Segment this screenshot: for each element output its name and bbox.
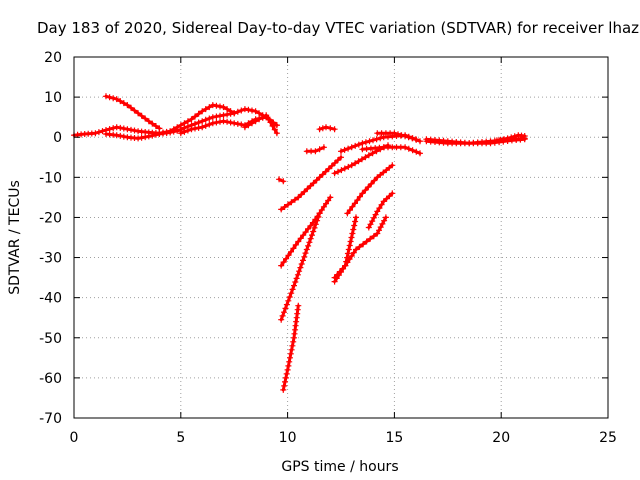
series-arc-18 [344,162,396,217]
series-arc-24 [423,136,528,147]
series-markers [374,130,419,143]
series-arc-21 [359,144,423,157]
series-arc-4 [156,102,238,137]
series-markers [303,144,327,155]
series-markers [278,154,344,213]
series-arc-2 [103,93,163,132]
y-axis-label: SDTVAR / TECUs [7,180,23,295]
x-tick-label: 10 [279,430,297,446]
series-markers [276,176,287,185]
y-tick-label: -50 [39,331,62,347]
series-markers [156,102,238,137]
chart-title: Day 183 of 2020, Sidereal Day-to-day VTE… [37,19,639,37]
series-markers [103,93,163,132]
y-tick-label: 0 [53,130,62,146]
series-markers [331,214,359,285]
series-arc-13 [303,144,327,155]
x-tick-label: 15 [385,430,403,446]
series-trace [279,195,332,268]
x-axis-label: GPS time / hours [281,459,398,475]
series-markers [241,112,280,137]
x-tick-labels: 0 5 10 15 20 25 [70,430,617,446]
y-tick-label: -60 [39,371,62,387]
axis-ticks [73,56,609,419]
series-markers [493,132,528,144]
y-tick-label: -40 [39,291,62,307]
series-arc-7 [241,112,280,137]
series-markers [278,194,334,269]
y-tick-label: 10 [44,90,62,106]
series-arc-25 [493,132,528,144]
series-arc-14 [316,124,338,133]
series-arc-19 [365,190,396,231]
grid-lines [74,57,608,418]
data-series [71,93,528,393]
x-tick-label: 25 [599,430,617,446]
series-arc-22 [374,130,419,143]
x-tick-label: 0 [70,430,79,446]
series-arc-12 [280,302,302,393]
series-markers [365,190,396,231]
series-arc-8 [276,176,287,185]
series-markers [359,144,423,157]
series-trace [333,143,390,175]
series-markers [280,302,302,393]
series-markers [278,210,323,323]
y-tick-label: -70 [39,411,62,427]
y-tick-label: -30 [39,251,62,267]
y-tick-label: -20 [39,210,62,226]
plot-frame [73,56,609,419]
x-tick-label: 5 [176,430,185,446]
series-trace [279,155,343,211]
y-tick-label: -10 [39,170,62,186]
series-arc-10 [278,194,334,269]
x-tick-label: 20 [492,430,510,446]
series-markers [423,136,528,147]
y-tick-label: 20 [44,50,62,66]
series-trace [243,113,279,135]
series-markers [344,162,396,217]
series-trace [367,191,394,229]
series-arc-17 [331,142,391,177]
y-tick-labels: 20 10 0 -10 -20 -30 -40 -50 -60 -70 [39,50,62,427]
series-arc-16 [331,214,359,285]
series-arc-11 [278,210,323,323]
series-arc-9 [278,154,344,213]
series-markers [316,124,338,133]
